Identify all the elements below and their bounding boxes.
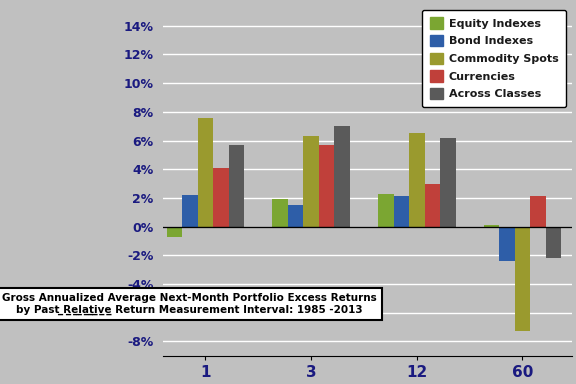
- Bar: [334, 126, 350, 227]
- Bar: [166, 227, 182, 237]
- Bar: [319, 145, 334, 227]
- Bar: [393, 197, 409, 227]
- Bar: [272, 199, 288, 227]
- Bar: [440, 137, 456, 227]
- Bar: [515, 227, 530, 331]
- Bar: [530, 197, 545, 227]
- Bar: [499, 227, 515, 261]
- Bar: [288, 205, 304, 227]
- Bar: [425, 184, 440, 227]
- Bar: [198, 118, 213, 227]
- Bar: [229, 145, 244, 227]
- Legend: Equity Indexes, Bond Indexes, Commodity Spots, Currencies, Across Classes: Equity Indexes, Bond Indexes, Commodity …: [422, 10, 566, 107]
- Text: Gross Annualized Average Next-Month Portfolio Excess Returns
by Past ̲R̲e̲l̲a̲t̲: Gross Annualized Average Next-Month Port…: [2, 293, 377, 315]
- Bar: [378, 194, 393, 227]
- Bar: [484, 225, 499, 227]
- Bar: [182, 195, 198, 227]
- Bar: [304, 136, 319, 227]
- Bar: [409, 133, 425, 227]
- Bar: [545, 227, 561, 258]
- Bar: [213, 168, 229, 227]
